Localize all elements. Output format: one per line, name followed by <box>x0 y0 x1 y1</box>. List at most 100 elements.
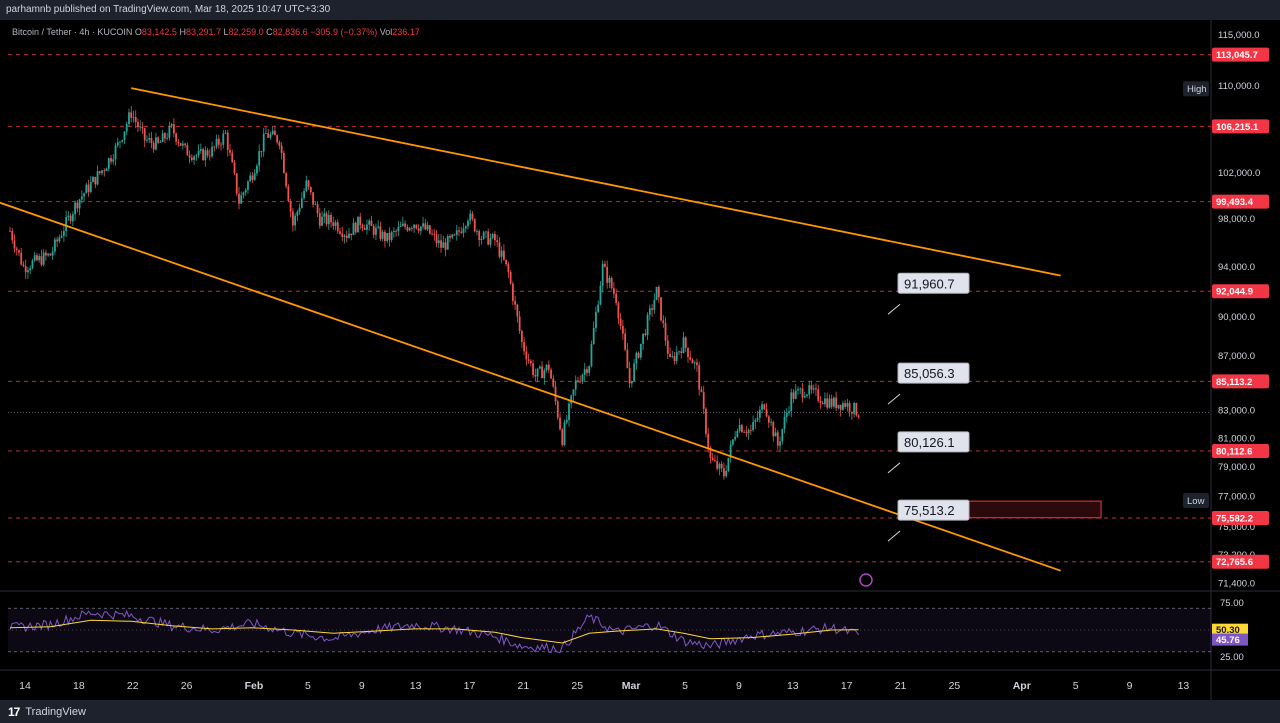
candle-body <box>307 180 310 187</box>
candle-body <box>339 231 341 234</box>
candle-body <box>606 266 609 283</box>
candle-body <box>642 333 644 344</box>
time-tick-label: 21 <box>895 680 907 692</box>
candle-body <box>716 460 719 469</box>
candle-body <box>139 126 142 128</box>
tradingview-logo-icon: 17 <box>8 704 20 719</box>
candle-body <box>202 149 204 161</box>
callout-label: 75,513.2 <box>904 503 955 518</box>
candle-body <box>743 431 746 433</box>
candle-body <box>424 223 427 230</box>
candle-body <box>60 235 63 238</box>
candle-body <box>702 392 705 409</box>
level-label-box <box>1212 284 1269 299</box>
candle-body <box>419 226 422 231</box>
candle-body <box>745 432 748 434</box>
candle-body <box>92 176 94 183</box>
time-tick-label: 13 <box>410 680 422 692</box>
callout-box <box>897 431 970 453</box>
candle-body <box>208 155 211 157</box>
candle-body <box>776 432 779 446</box>
ohlc-low-label: L <box>223 27 229 37</box>
candle-body <box>812 388 815 390</box>
candle-body <box>579 381 582 383</box>
candle-body <box>570 395 573 404</box>
ohlc-high-label: H <box>179 27 186 37</box>
rsi-ma-value: 50.30 <box>1216 625 1240 636</box>
level-label: 85,113.2 <box>1216 377 1252 388</box>
candle-body <box>300 198 303 208</box>
candle-body <box>314 204 317 206</box>
tradingview-footer: 17 TradingView <box>0 700 1280 723</box>
candle-body <box>754 419 757 423</box>
candle-body <box>763 404 766 410</box>
candle-body <box>523 342 526 352</box>
chart[interactable]: 115,000.0 110,000.0 102,000.0 98,000.0 94,00… <box>0 20 1280 700</box>
candle-body <box>633 363 636 381</box>
candle-body <box>846 402 849 407</box>
candle-body <box>159 141 162 143</box>
candle-body <box>291 211 294 226</box>
candle-body <box>469 213 472 221</box>
candle-body <box>444 242 447 250</box>
candle-body <box>215 138 218 147</box>
candle-body <box>372 225 375 235</box>
candle-body <box>788 411 790 413</box>
candle-body <box>828 398 831 408</box>
candle-body <box>177 141 180 144</box>
trendline <box>131 87 1061 277</box>
candle-body <box>155 137 157 150</box>
candle-body <box>435 234 438 244</box>
candle-body <box>709 447 712 459</box>
candle-body <box>756 417 759 420</box>
candle-body <box>410 228 413 229</box>
price-tick-label: 71,400.0 <box>1218 579 1255 590</box>
time-tick-label: 9 <box>1127 680 1133 692</box>
candle-body <box>361 225 364 229</box>
time-tick-label: 5 <box>305 680 311 692</box>
candle-body <box>31 260 34 269</box>
rsi-value-box <box>1212 633 1248 646</box>
candle-body <box>588 366 591 373</box>
callout-pointer <box>887 530 901 542</box>
candle-body <box>536 368 539 377</box>
candle-body <box>790 392 793 412</box>
candle-body <box>36 255 38 261</box>
candle-body <box>615 293 618 304</box>
candle-body <box>723 468 725 477</box>
candle-body <box>621 325 624 334</box>
candle-body <box>408 228 411 231</box>
candle-body <box>806 394 808 397</box>
candle-body <box>462 228 465 233</box>
candle-body <box>491 233 494 239</box>
candle-body <box>464 226 467 229</box>
candle-body <box>341 233 344 237</box>
candle-body <box>729 444 732 458</box>
candle-body <box>15 248 18 251</box>
candle-body <box>217 138 220 145</box>
price-tick-label: 81,000.0 <box>1218 433 1255 444</box>
candle-body <box>857 415 860 418</box>
candle-body <box>680 351 683 353</box>
candle-body <box>350 233 353 236</box>
candle-body <box>197 150 200 156</box>
candle-body <box>238 193 240 204</box>
candle-body <box>516 304 519 317</box>
level-label-box <box>1212 47 1269 62</box>
candle-body <box>240 195 243 204</box>
candle-body <box>577 380 579 382</box>
candle-body <box>96 171 99 185</box>
candle-body <box>655 286 658 301</box>
candle-body <box>794 390 797 399</box>
candle-body <box>366 224 368 230</box>
candle-body <box>691 359 694 364</box>
candle-body <box>749 429 752 431</box>
candle-body <box>33 255 36 261</box>
candle-body <box>824 398 826 405</box>
candle-body <box>826 398 829 408</box>
time-tick-label: 9 <box>736 680 742 692</box>
candle-body <box>67 215 70 218</box>
candle-body <box>626 349 629 369</box>
price-tick-label: 75,000.0 <box>1218 522 1255 533</box>
candle-body <box>572 389 575 396</box>
